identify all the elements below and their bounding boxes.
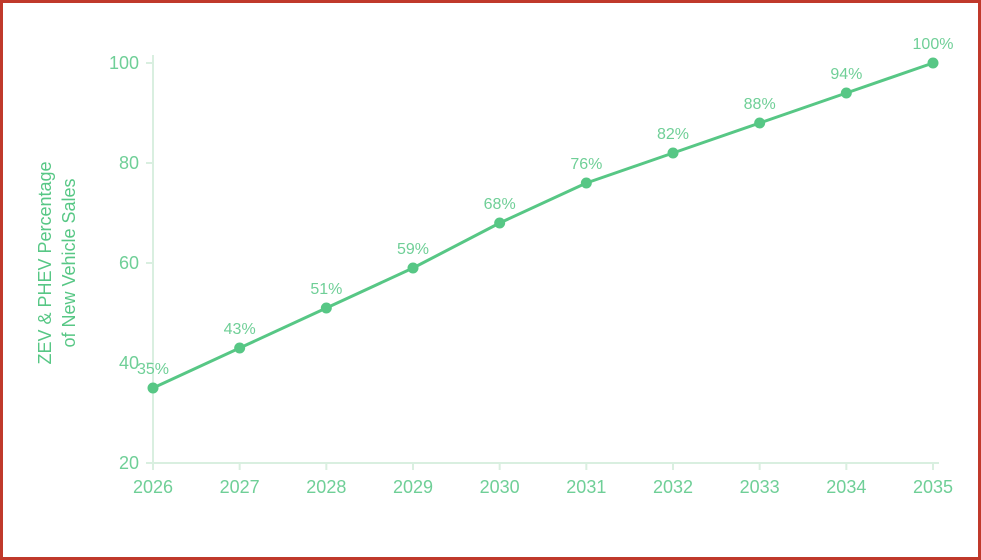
data-point-label: 100%: [913, 36, 954, 53]
y-axis-label-line: ZEV & PHEV Percentage: [35, 161, 55, 364]
data-marker: [495, 218, 505, 228]
frame-border: 20 40 60 80 100 2026 2027 2028 2029 2030 2031 2032 2…: [0, 0, 981, 560]
x-tick-label: 2035: [913, 477, 953, 497]
x-tick-label: 2033: [740, 477, 780, 497]
x-tick-label: 2028: [306, 477, 346, 497]
data-point-label: 59%: [397, 241, 429, 258]
data-marker: [755, 118, 765, 128]
x-tick-label: 2029: [393, 477, 433, 497]
data-point-label: 82%: [657, 126, 689, 143]
data-point-label: 94%: [830, 66, 862, 83]
data-point-label: 68%: [484, 196, 516, 213]
data-marker: [841, 88, 851, 98]
x-tick-label: 2032: [653, 477, 693, 497]
data-point-label: 35%: [137, 361, 169, 378]
chart-svg: 20 40 60 80 100 2026 2027 2028 2029 2030 2031 2032 2…: [23, 23, 958, 537]
data-point-label: 76%: [570, 156, 602, 173]
data-marker: [321, 303, 331, 313]
line-chart: 20 40 60 80 100 2026 2027 2028 2029 2030 2031 2032 2…: [23, 23, 958, 537]
x-tick-label: 2027: [220, 477, 260, 497]
data-marker: [235, 343, 245, 353]
y-axis-label: ZEV & PHEV Percentageof New Vehicle Sale…: [35, 161, 79, 364]
data-marker: [581, 178, 591, 188]
y-tick-label: 20: [119, 453, 139, 473]
data-point-label: 51%: [310, 281, 342, 298]
y-tick-label: 60: [119, 253, 139, 273]
y-tick-label: 80: [119, 153, 139, 173]
data-point-label: 43%: [224, 321, 256, 338]
data-marker: [668, 148, 678, 158]
x-tick-label: 2030: [480, 477, 520, 497]
x-tick-label: 2026: [133, 477, 173, 497]
data-point-label: 88%: [744, 96, 776, 113]
data-marker: [928, 58, 938, 68]
y-axis-label-line: of New Vehicle Sales: [59, 178, 79, 347]
x-tick-label: 2031: [566, 477, 606, 497]
y-tick-label: 40: [119, 353, 139, 373]
data-marker: [148, 383, 158, 393]
data-marker: [408, 263, 418, 273]
x-tick-label: 2034: [826, 477, 866, 497]
data-line: [153, 63, 933, 388]
y-tick-label: 100: [109, 53, 139, 73]
